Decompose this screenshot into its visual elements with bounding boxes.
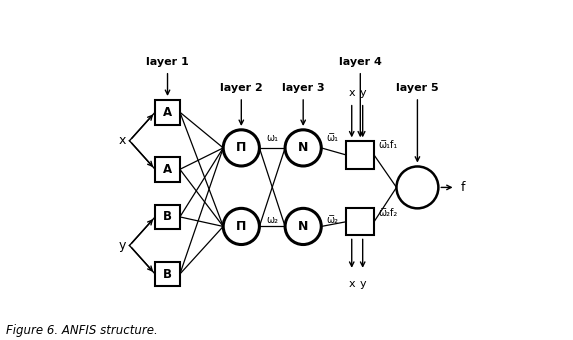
Text: B: B (163, 210, 172, 223)
Text: y: y (359, 279, 366, 289)
Text: y: y (119, 239, 126, 252)
Bar (155, 100, 180, 124)
Bar (155, 205, 180, 229)
Text: layer 4: layer 4 (339, 57, 382, 67)
Text: B: B (163, 268, 172, 280)
Text: y: y (359, 88, 366, 98)
Text: ω₂: ω₂ (266, 215, 278, 225)
Text: layer 1: layer 1 (146, 57, 189, 67)
Text: x: x (348, 279, 355, 289)
Text: layer 3: layer 3 (282, 83, 324, 93)
Text: Figure 6. ANFIS structure.: Figure 6. ANFIS structure. (6, 324, 158, 337)
Bar (347, 141, 374, 169)
Text: A: A (163, 163, 172, 176)
Text: layer 5: layer 5 (396, 83, 439, 93)
Circle shape (223, 208, 260, 244)
Text: N: N (298, 220, 308, 233)
Bar (347, 208, 374, 236)
Circle shape (397, 167, 438, 208)
Text: ω̅₂: ω̅₂ (327, 215, 339, 225)
Text: N: N (298, 141, 308, 154)
Text: layer 2: layer 2 (220, 83, 262, 93)
Text: x: x (348, 88, 355, 98)
Text: A: A (163, 106, 172, 119)
Text: ω̅₁f₁: ω̅₁f₁ (378, 140, 398, 150)
Circle shape (223, 130, 260, 166)
Text: f: f (460, 181, 465, 194)
Text: ω̅₂f₂: ω̅₂f₂ (378, 208, 398, 218)
Bar (155, 157, 180, 182)
Circle shape (285, 130, 321, 166)
Text: ω₁: ω₁ (266, 133, 278, 143)
Circle shape (285, 208, 321, 244)
Bar (155, 262, 180, 286)
Text: x: x (119, 134, 126, 147)
Text: ω̅₁: ω̅₁ (327, 133, 339, 143)
Text: Π: Π (236, 220, 246, 233)
Text: Π: Π (236, 141, 246, 154)
